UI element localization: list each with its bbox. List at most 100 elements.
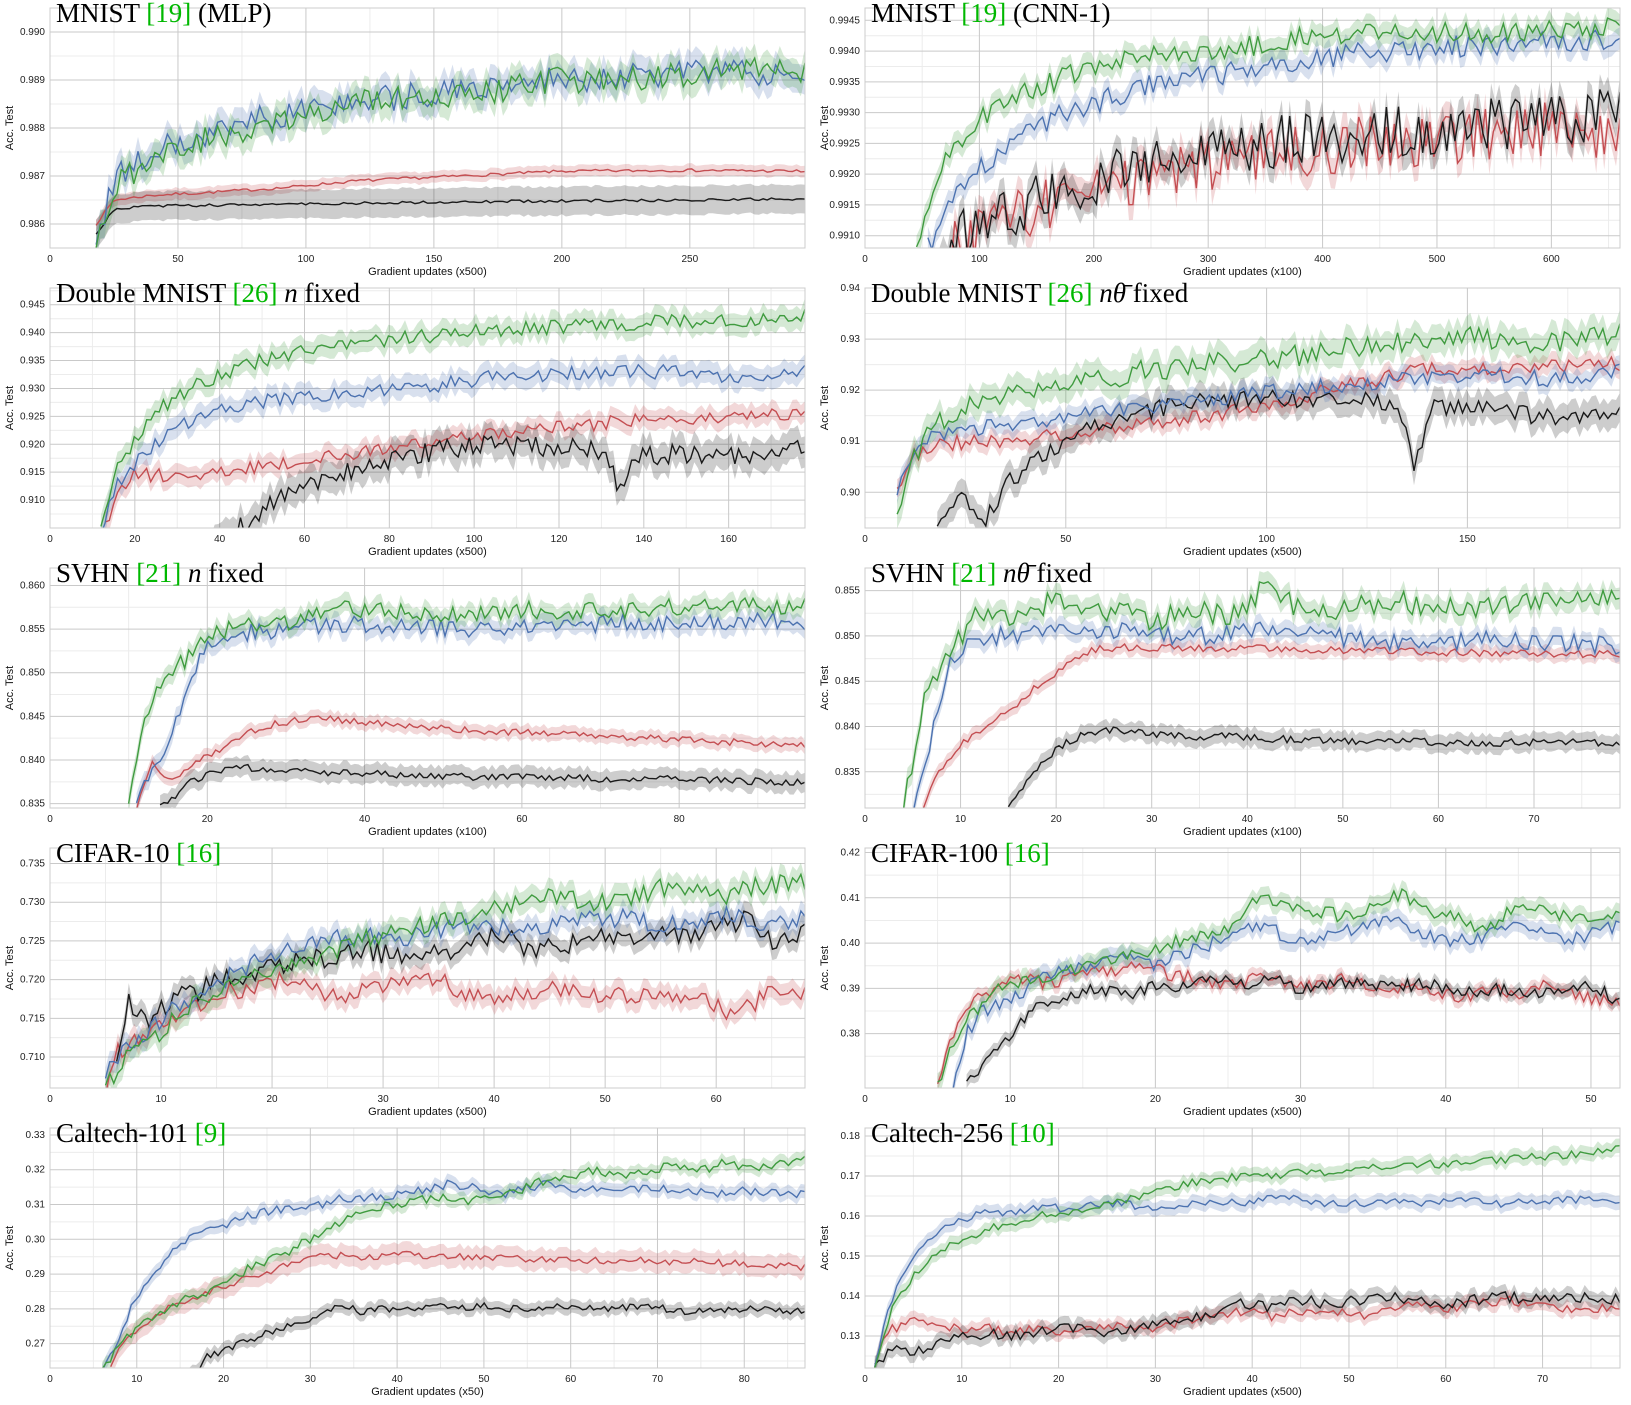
x-tick-label: 40 xyxy=(1242,814,1254,825)
x-tick-label: 70 xyxy=(1537,1374,1549,1385)
x-tick-label: 30 xyxy=(1150,1374,1162,1385)
series-line-green xyxy=(896,323,1620,515)
y-tick-label: 0.13 xyxy=(841,1331,861,1342)
y-tick-label: 0.925 xyxy=(20,411,45,422)
series-line-blue xyxy=(874,1194,1620,1367)
x-tick-label: 50 xyxy=(1343,1374,1355,1385)
x-tick-label: 0 xyxy=(862,1374,868,1385)
y-tick-label: 0.920 xyxy=(20,439,45,450)
y-tick-label: 0.27 xyxy=(26,1339,46,1350)
x-tick-label: 0 xyxy=(862,254,868,265)
y-axis-label: Acc. Test xyxy=(819,946,831,990)
y-tick-label: 0.9940 xyxy=(829,46,860,57)
y-tick-label: 0.93 xyxy=(841,334,861,345)
chart-mnist-cnn1: MNIST [19] (CNN-1) 0.9910 0.9915 0.9920 0.99… xyxy=(815,0,1631,280)
series-line-red xyxy=(104,408,805,523)
x-tick-label: 10 xyxy=(131,1374,143,1385)
x-tick-label: 500 xyxy=(1429,254,1446,265)
y-tick-label: 0.17 xyxy=(841,1171,861,1182)
y-tick-label: 0.845 xyxy=(20,711,45,722)
chart-caltech-101: Caltech-101 [9] 0.27 0.28 0.29 0.30 0.31 0.32 0… xyxy=(0,1118,815,1400)
series-band-blue xyxy=(952,907,1620,1088)
plot-border xyxy=(49,7,806,249)
y-axis-label: Acc. Test xyxy=(4,946,16,990)
y-tick-label: 0.32 xyxy=(26,1165,46,1176)
x-tick-label: 80 xyxy=(674,814,686,825)
x-tick-label: 10 xyxy=(955,814,967,825)
y-tick-label: 0.9925 xyxy=(829,138,860,149)
y-tick-label: 0.715 xyxy=(20,1013,45,1024)
x-tick-label: 80 xyxy=(739,1374,751,1385)
x-tick-label: 70 xyxy=(652,1374,664,1385)
y-tick-label: 0.988 xyxy=(20,123,45,134)
x-tick-label: 40 xyxy=(392,1374,404,1385)
y-axis-label: Acc. Test xyxy=(819,1226,831,1270)
series-line-black xyxy=(199,1301,805,1368)
x-tick-label: 20 xyxy=(218,1374,230,1385)
x-tick-label: 100 xyxy=(466,534,483,545)
x-axis-label: Gradient updates (x500) xyxy=(1183,546,1302,558)
y-axis-label: Acc. Test xyxy=(4,666,16,710)
series-line-blue xyxy=(135,610,805,804)
series-line-blue xyxy=(104,904,805,1079)
chart-canvas: 0.90 0.91 0.92 0.93 0.94 0 50 100 150 Gradient up… xyxy=(819,283,1621,558)
x-axis-label: Gradient updates (x500) xyxy=(368,266,487,278)
y-tick-label: 0.987 xyxy=(20,171,45,182)
y-tick-label: 0.730 xyxy=(20,897,45,908)
y-tick-label: 0.9915 xyxy=(829,200,860,211)
y-tick-label: 0.9930 xyxy=(829,108,860,119)
chart-canvas: 0.910 0.915 0.920 0.925 0.930 0.935 0.940 0.945… xyxy=(4,287,806,558)
x-axis-label: Gradient updates (x100) xyxy=(1183,266,1302,278)
x-tick-label: 0 xyxy=(47,1094,53,1105)
y-tick-label: 0.725 xyxy=(20,936,45,947)
plot-border xyxy=(864,567,1621,809)
y-tick-label: 0.845 xyxy=(835,676,860,687)
y-axis-label: Acc. Test xyxy=(4,1226,16,1270)
chart-mnist-mlp: MNIST [19] (MLP) 0.986 0.987 0.988 0.989 0.99… xyxy=(0,0,815,280)
x-tick-label: 20 xyxy=(129,534,141,545)
x-tick-label: 50 xyxy=(1060,534,1072,545)
x-tick-label: 0 xyxy=(47,814,53,825)
x-tick-label: 40 xyxy=(214,534,226,545)
series-line-blue xyxy=(952,915,1620,1088)
series-line-black xyxy=(159,763,805,806)
x-tick-label: 10 xyxy=(155,1094,167,1105)
x-tick-label: 40 xyxy=(489,1094,501,1105)
series-band-blue xyxy=(874,1188,1620,1368)
x-axis-label: Gradient updates (x100) xyxy=(368,826,487,838)
chart-svhn-ntheta-fixed: SVHN [21] nθ̄ fixed 0.835 0.840 0.845 0.850 0… xyxy=(815,558,1631,840)
x-tick-label: 50 xyxy=(172,254,184,265)
x-tick-label: 0 xyxy=(47,254,53,265)
y-tick-label: 0.835 xyxy=(835,767,860,778)
chart-double-mnist-ntheta-fixed: Double MNIST [26] nθ̄ fixed 0.90 0.91 0.92 0… xyxy=(815,278,1631,560)
x-tick-label: 200 xyxy=(1085,254,1102,265)
plot-border xyxy=(864,7,1621,249)
y-tick-label: 0.850 xyxy=(835,631,860,642)
y-tick-label: 0.710 xyxy=(20,1052,45,1063)
y-tick-label: 0.18 xyxy=(841,1131,861,1142)
series-band-red xyxy=(110,1241,805,1368)
series-line-green xyxy=(937,888,1620,1083)
x-tick-label: 100 xyxy=(298,254,315,265)
y-axis-label: Acc. Test xyxy=(819,386,831,430)
y-tick-label: 0.835 xyxy=(20,799,45,810)
x-tick-label: 60 xyxy=(711,1094,723,1105)
y-tick-label: 0.840 xyxy=(835,721,860,732)
y-tick-label: 0.38 xyxy=(841,1029,861,1040)
chart-canvas: 0.835 0.840 0.845 0.850 0.855 0 10 20 30 40 50 60 70… xyxy=(819,567,1621,838)
series-line-red xyxy=(106,970,805,1088)
series-line-green xyxy=(902,580,1620,808)
x-tick-label: 20 xyxy=(266,1094,278,1105)
chart-cifar-100: CIFAR-100 [16] 0.38 0.39 0.40 0.41 0.42 0 10 20 3… xyxy=(815,838,1631,1120)
x-tick-label: 60 xyxy=(565,1374,577,1385)
y-tick-label: 0.33 xyxy=(26,1130,46,1141)
x-tick-label: 60 xyxy=(1440,1374,1452,1385)
x-tick-label: 140 xyxy=(635,534,652,545)
series-band-red xyxy=(897,347,1620,498)
series-band-green xyxy=(105,862,805,1088)
x-tick-label: 10 xyxy=(956,1374,968,1385)
y-tick-label: 0.90 xyxy=(841,487,861,498)
y-tick-label: 0.29 xyxy=(26,1269,46,1280)
chart-canvas: 0.9910 0.9915 0.9920 0.9925 0.9930 0.9935 0.99… xyxy=(819,7,1621,278)
x-tick-label: 70 xyxy=(1528,814,1540,825)
